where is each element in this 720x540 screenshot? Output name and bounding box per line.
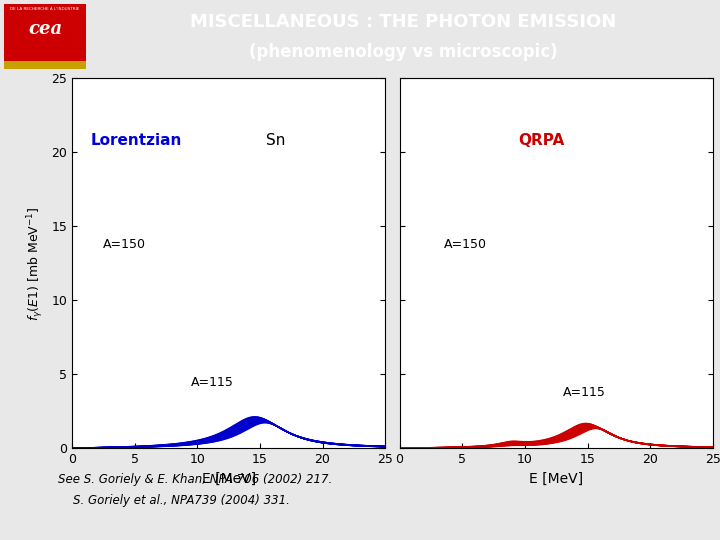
Text: A=150: A=150 (444, 239, 487, 252)
Text: QRPA: QRPA (518, 133, 565, 148)
Text: Lorentzian: Lorentzian (91, 133, 182, 148)
Text: See S. Goriely & E. Khan, NPA 706 (2002) 217.: See S. Goriely & E. Khan, NPA 706 (2002)… (58, 472, 332, 485)
Text: cea: cea (28, 20, 62, 38)
Text: MISCELLANEOUS : THE PHOTON EMISSION: MISCELLANEOUS : THE PHOTON EMISSION (190, 13, 616, 31)
Text: Sn: Sn (266, 133, 286, 148)
Bar (4, 4, 86, 69)
Bar (4, 60, 86, 69)
Text: (phenomenology vs microscopic): (phenomenology vs microscopic) (249, 44, 557, 62)
Text: A=115: A=115 (191, 376, 234, 389)
Text: DE LA RECHERCHE À L'INDUSTRIE: DE LA RECHERCHE À L'INDUSTRIE (10, 6, 80, 11)
X-axis label: E [MeV]: E [MeV] (202, 471, 256, 485)
Text: A=115: A=115 (562, 387, 606, 400)
Text: A=150: A=150 (104, 239, 146, 252)
Text: S. Goriely et al., NPA739 (2004) 331.: S. Goriely et al., NPA739 (2004) 331. (58, 494, 289, 507)
Y-axis label: $f_\gamma (E1)$ [mb MeV$^{-1}$]: $f_\gamma (E1)$ [mb MeV$^{-1}$] (25, 206, 45, 321)
X-axis label: E [MeV]: E [MeV] (529, 471, 583, 485)
